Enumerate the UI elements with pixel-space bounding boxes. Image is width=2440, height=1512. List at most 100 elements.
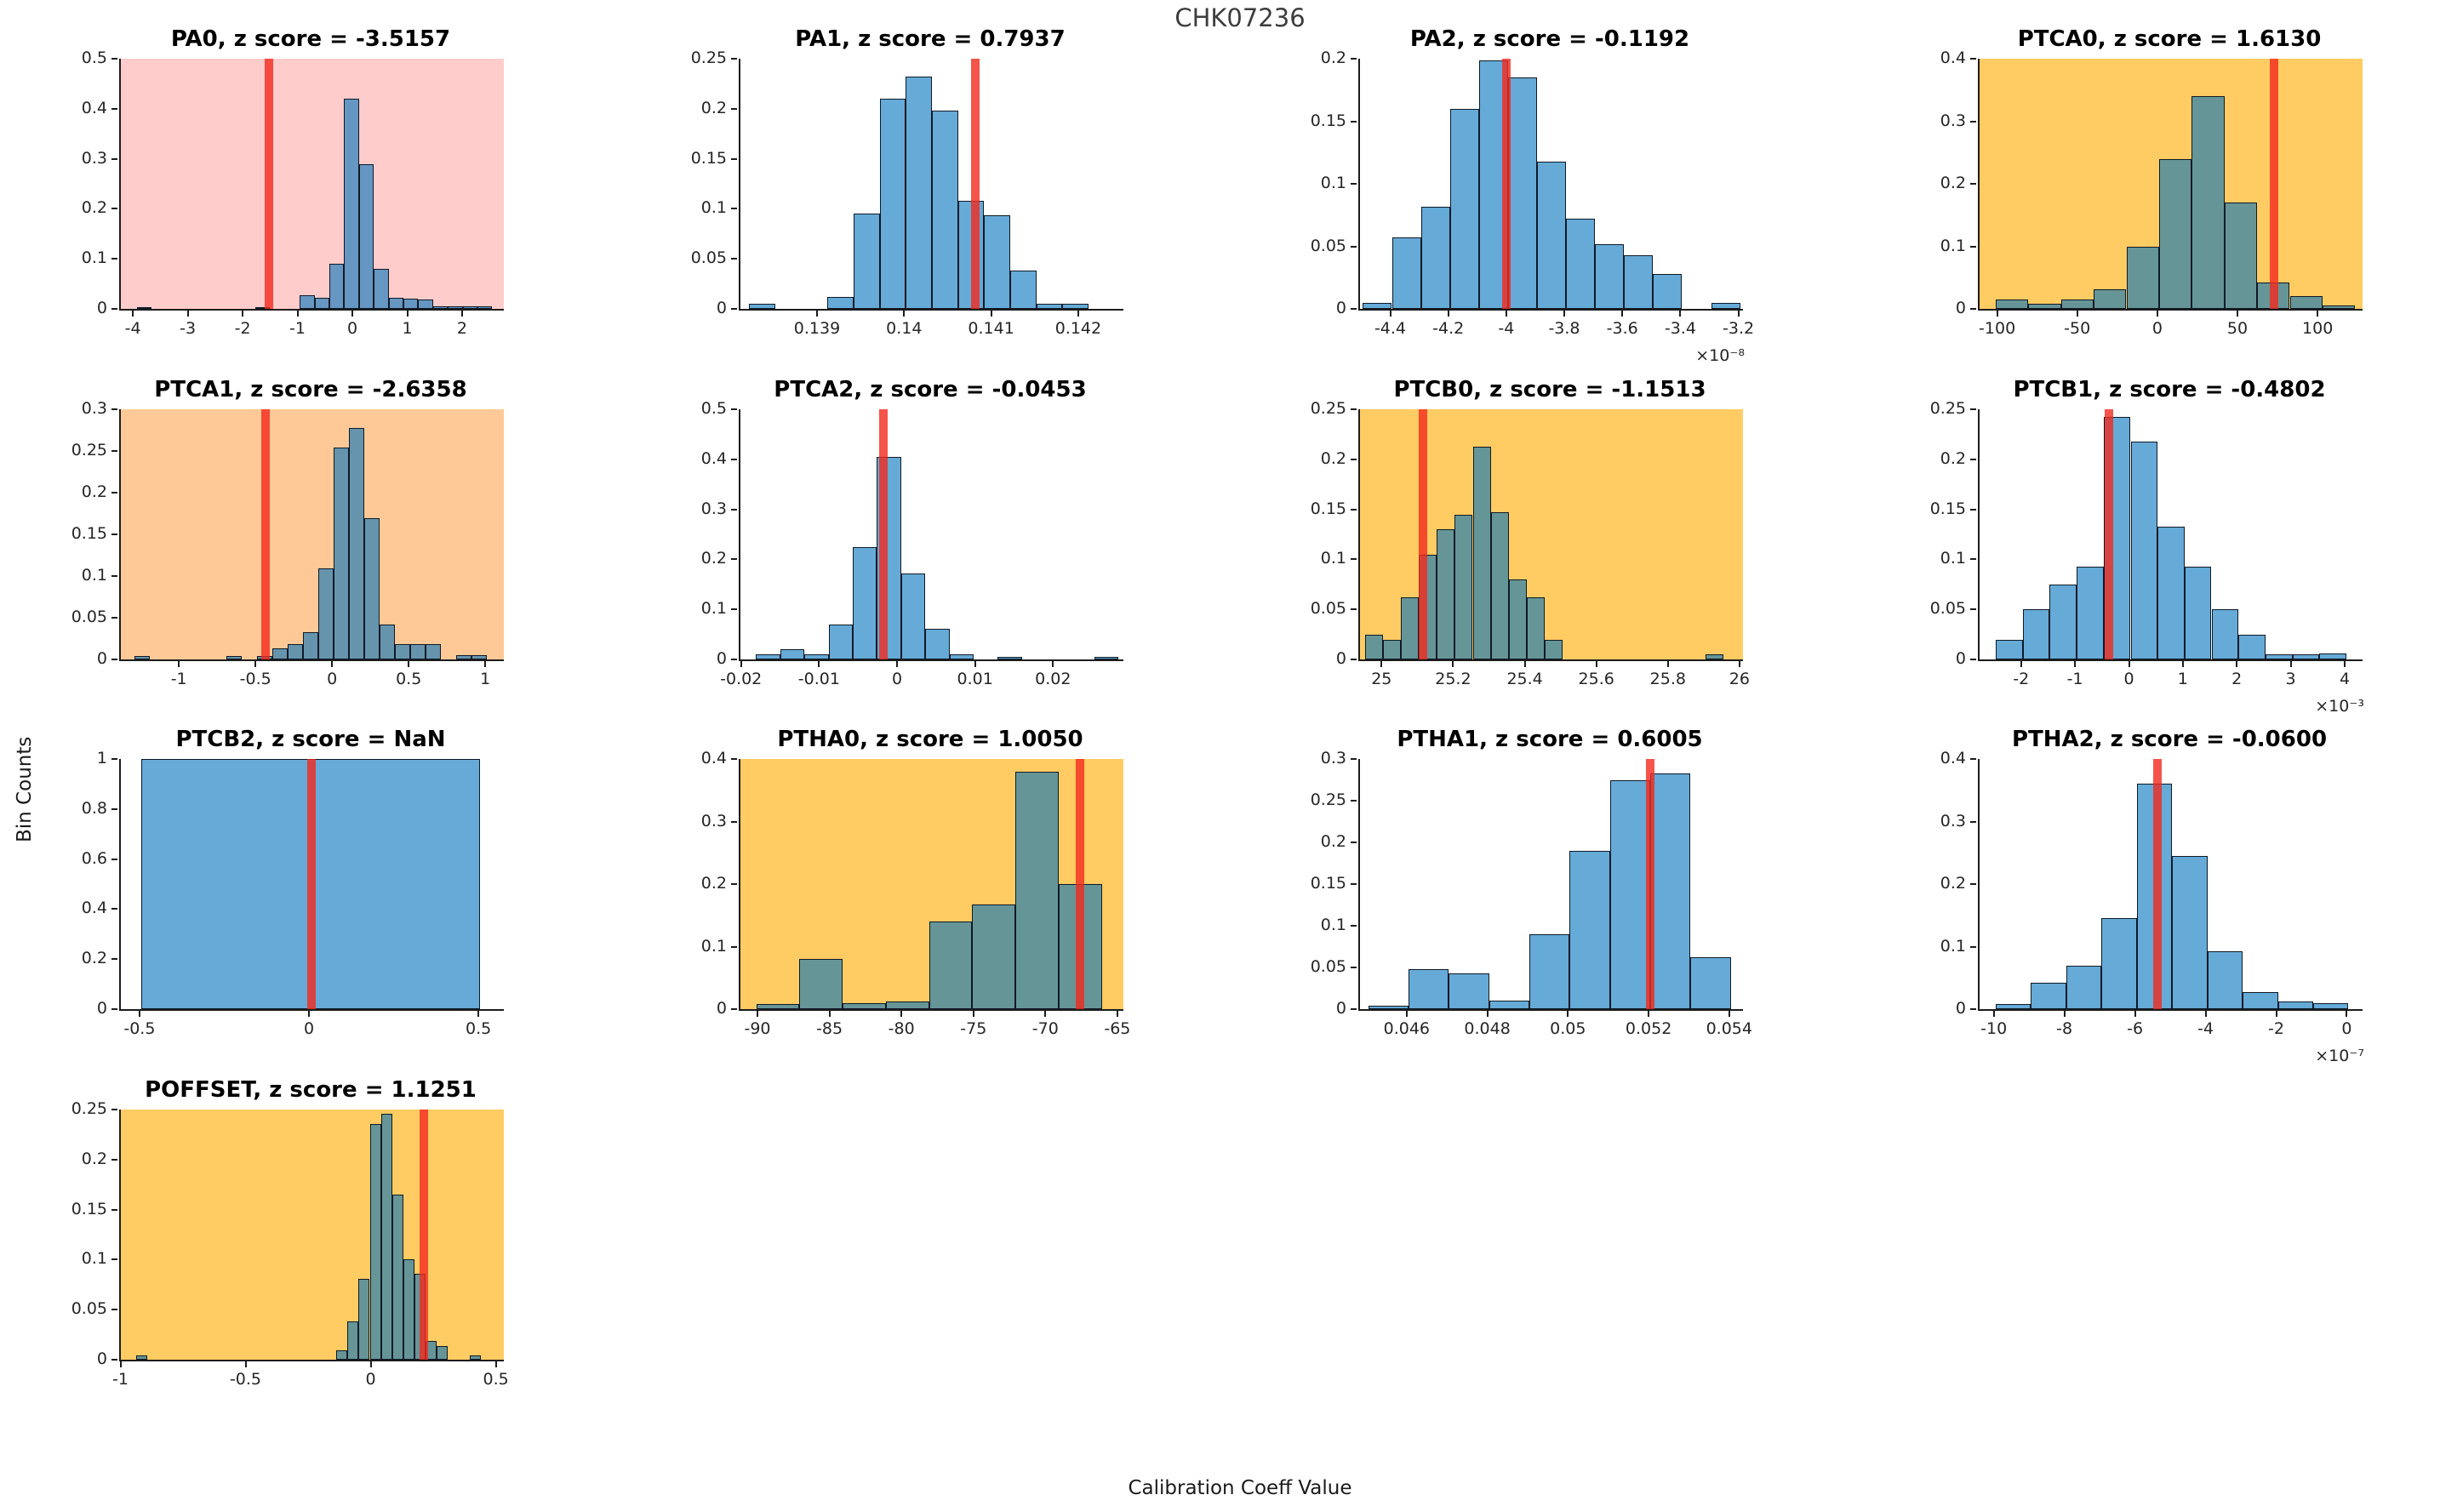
subplot-title: PTCA1, z score = -2.6358: [154, 377, 467, 402]
histogram-bar: [1995, 1004, 2031, 1009]
x-tick-label: -4: [2197, 1019, 2214, 1038]
x-tick-label: -0.5: [229, 1370, 262, 1389]
x-tick-mark: [740, 661, 742, 667]
y-tick-mark: [731, 608, 737, 611]
y-tick-label: 0: [716, 299, 727, 317]
y-tick-mark: [1970, 58, 1976, 60]
histogram-bar: [1566, 219, 1596, 309]
y-tick-mark: [1970, 508, 1976, 511]
histogram-bar: [2211, 609, 2239, 659]
y-tick-label: 0.3: [81, 399, 107, 418]
x-tick-label: 0: [891, 670, 903, 688]
y-tick-label: 0.3: [700, 811, 727, 830]
y-tick-mark: [1970, 883, 1976, 885]
y-tick-mark: [1351, 558, 1357, 561]
y-tick-mark: [1970, 458, 1976, 460]
y-tick-label: 0: [716, 999, 727, 1018]
x-tick-mark: [1595, 661, 1597, 667]
x-tick-mark: [1728, 1011, 1730, 1017]
subplot-title: PTHA0, z score = 1.0050: [777, 727, 1083, 752]
y-tick-label: 0.05: [1310, 599, 1346, 619]
y-tick-mark: [1970, 758, 1976, 760]
x-tick-mark: [1380, 661, 1383, 667]
y-tick-label: 0.5: [81, 48, 107, 67]
histogram-bar: [2157, 526, 2185, 659]
histogram-bar: [799, 959, 843, 1009]
histogram-bar: [1624, 254, 1654, 309]
y-tick-label: 0: [96, 649, 107, 668]
histogram-bar: [471, 655, 488, 659]
x-tick-label: 25.2: [1435, 670, 1471, 688]
y-tick-mark: [1351, 842, 1357, 843]
x-tick-mark: [2074, 661, 2077, 667]
histogram-bar: [949, 654, 974, 659]
histogram-bar: [997, 657, 1022, 659]
y-tick-label: 0.1: [1940, 549, 1966, 568]
y-tick-label: 0.2: [1320, 448, 1346, 468]
histogram-bar: [358, 1278, 370, 1360]
x-axis-exponent-label: ×10⁻⁸: [1695, 346, 1745, 365]
x-tick-label: -2: [2013, 670, 2030, 688]
x-tick-mark: [254, 661, 257, 667]
histogram-bar: [2022, 609, 2050, 659]
y-tick-label: 0.2: [81, 1149, 107, 1168]
x-tick-label: 100: [2302, 319, 2334, 338]
subplot-title: PA2, z score = -0.1192: [1409, 26, 1690, 52]
y-tick-mark: [731, 258, 737, 260]
histogram-bar: [804, 654, 829, 659]
histogram-bar: [380, 1113, 392, 1360]
x-tick-mark: [2289, 661, 2292, 667]
x-tick-label: 0.139: [793, 319, 841, 338]
y-tick-mark: [111, 575, 117, 577]
y-tick-label: 0.2: [81, 482, 107, 501]
histogram-bar: [749, 304, 775, 309]
x-tick-label: 0.5: [483, 1370, 509, 1389]
x-tick-mark: [296, 311, 299, 317]
y-tick-label: 0.2: [81, 949, 107, 968]
x-tick-mark: [972, 1011, 974, 1017]
y-tick-label: 0: [1955, 299, 1966, 317]
y-tick-mark: [1351, 1008, 1357, 1010]
y-tick-label: 0.05: [71, 1299, 107, 1319]
x-tick-mark: [2275, 1011, 2277, 1017]
y-tick-label: 0.05: [1310, 957, 1346, 976]
y-tick-mark: [1970, 183, 1976, 185]
x-tick-mark: [1044, 1011, 1047, 1017]
y-tick-label: 0.1: [81, 1249, 107, 1269]
histogram-bar: [437, 1345, 449, 1360]
histogram-bar: [1489, 1001, 1529, 1009]
reference-line: [878, 409, 888, 659]
y-tick-mark: [1351, 458, 1357, 460]
histogram-bar: [2172, 855, 2208, 1009]
y-axis-label: Bin Counts: [14, 736, 36, 842]
histogram-bar: [1595, 243, 1625, 309]
y-tick-mark: [111, 858, 117, 860]
y-tick-mark: [731, 659, 737, 660]
y-tick-mark: [111, 1359, 117, 1361]
y-tick-mark: [731, 558, 737, 561]
y-tick-mark: [111, 408, 117, 410]
histogram-bar: [1401, 597, 1420, 659]
histogram-bar: [1529, 933, 1570, 1009]
histogram-bar: [374, 269, 389, 309]
y-tick-mark: [111, 258, 117, 260]
y-tick-mark: [1970, 120, 1976, 123]
histogram-bar: [1507, 77, 1537, 309]
x-tick-mark: [1486, 1011, 1489, 1017]
y-tick-label: 0.4: [1940, 48, 1966, 67]
histogram-bar: [2101, 918, 2137, 1009]
plot-area-yellow: [739, 759, 1123, 1011]
histogram-bar: [388, 298, 403, 309]
y-tick-label: 0.3: [81, 148, 107, 168]
y-tick-label: 0.2: [700, 549, 727, 568]
histogram-bar: [2224, 203, 2258, 310]
histogram-bar: [134, 656, 151, 659]
histogram-bar: [136, 306, 152, 309]
y-tick-mark: [1970, 945, 1976, 948]
y-tick-label: 0.1: [81, 248, 107, 268]
histogram-bar: [1094, 657, 1119, 659]
histogram-bar: [456, 655, 472, 659]
y-tick-label: 0.3: [1940, 111, 1966, 130]
x-tick-label: 1: [402, 319, 413, 338]
